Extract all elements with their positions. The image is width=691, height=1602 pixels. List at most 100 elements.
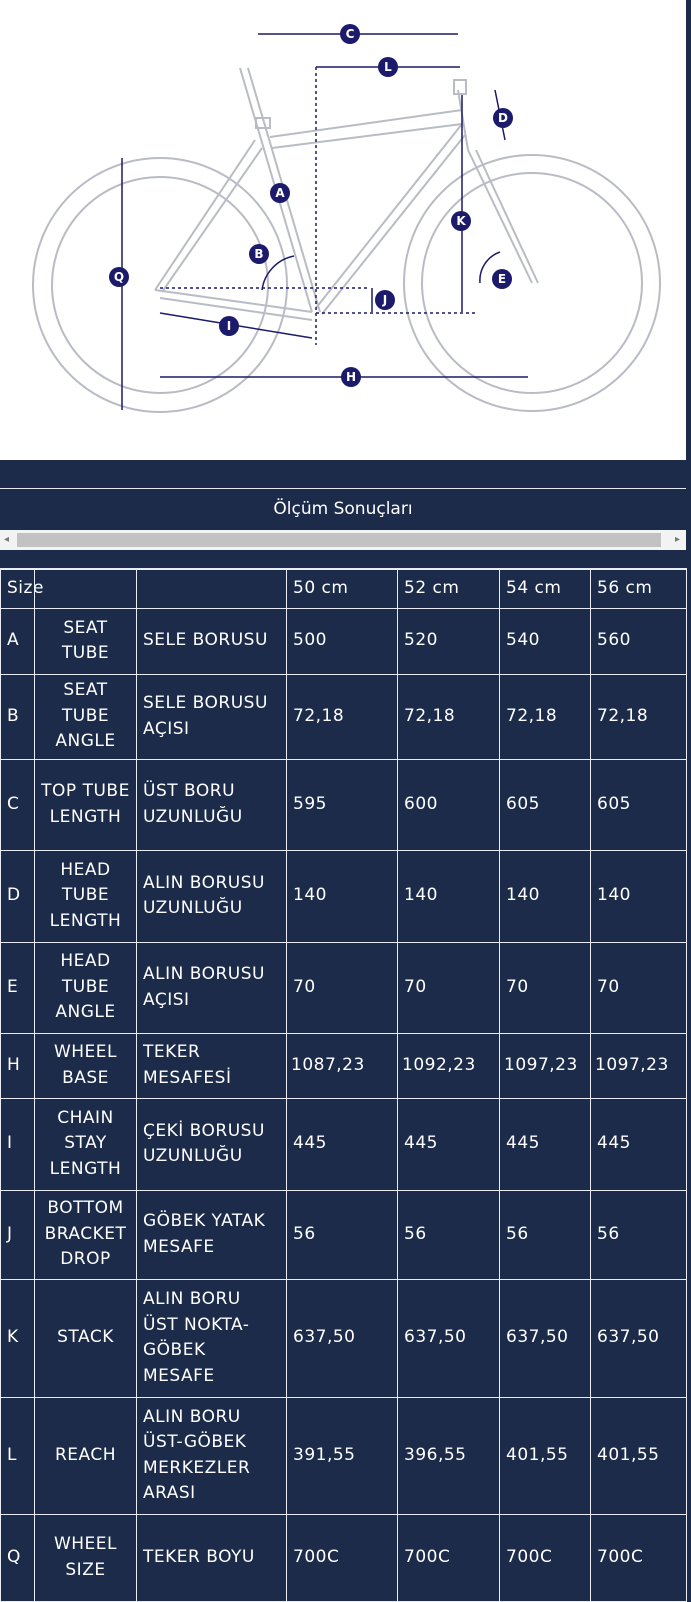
row-code: A [0, 607, 35, 675]
value-cell: 391,55 [286, 1396, 398, 1515]
value-cell: 700C [286, 1513, 398, 1602]
table-row: L REACH ALIN BORU ÜST-GÖBEK MERKEZLER ARAS… [0, 1396, 687, 1515]
value-cell: 140 [499, 849, 591, 943]
label-b: B [249, 244, 269, 264]
value-cell: 605 [499, 758, 591, 851]
row-code: K [0, 1278, 35, 1398]
row-code: H [0, 1032, 35, 1099]
measure-name-en: TOP TUBE LENGTH [34, 758, 137, 851]
row-code: B [0, 673, 35, 760]
table-header-row: Size 50 cm 52 cm 54 cm 56 cm [0, 568, 687, 609]
value-cell: 56 [397, 1189, 500, 1280]
label-e: E [492, 269, 512, 289]
measure-name-en: SEAT TUBE [34, 607, 137, 675]
label-q: Q [109, 267, 129, 287]
table-row: A SEAT TUBE SELE BORUSU 500 520 540 560 [0, 607, 687, 675]
measure-name-en: HEAD TUBE LENGTH [34, 849, 137, 943]
value-cell: 637,50 [590, 1278, 687, 1398]
svg-text:I: I [227, 319, 231, 333]
bike-geometry-diagram: C L D A K B E J Q I H [0, 0, 686, 460]
svg-text:A: A [275, 186, 285, 200]
value-cell: 70 [286, 941, 398, 1034]
row-code: C [0, 758, 35, 851]
measure-name-tr: ALIN BORUSU UZUNLUĞU [136, 849, 287, 943]
measure-name-en: SEAT TUBE ANGLE [34, 673, 137, 760]
value-cell: 140 [590, 849, 687, 943]
scroll-left-arrow-icon[interactable]: ◂ [4, 534, 10, 545]
svg-text:E: E [498, 272, 506, 286]
table-row: B SEAT TUBE ANGLE SELE BORUSU AÇISI 72,18 72… [0, 673, 687, 760]
measure-name-en: HEAD TUBE ANGLE [34, 941, 137, 1034]
label-h: H [341, 367, 361, 387]
row-code: D [0, 849, 35, 943]
table-row: I CHAIN STAY LENGTH ÇEKİ BORUSU UZUNLUĞU 44… [0, 1097, 687, 1191]
bike-geometry-svg: C L D A K B E J Q I H [32, 24, 661, 413]
size-56: 56 cm [590, 568, 687, 609]
svg-text:Q: Q [114, 270, 124, 284]
measure-name-en: WHEEL BASE [34, 1032, 137, 1099]
size-54: 54 cm [499, 568, 591, 609]
table-row: E HEAD TUBE ANGLE ALIN BORUSU AÇISI 70 70 70 7… [0, 941, 687, 1034]
measure-name-tr: TEKER BOYU [136, 1513, 287, 1602]
row-code: I [0, 1097, 35, 1191]
value-cell: 72,18 [590, 673, 687, 760]
scrollbar-thumb[interactable] [17, 533, 661, 547]
value-cell: 70 [590, 941, 687, 1034]
value-cell: 605 [590, 758, 687, 851]
measure-name-tr: ALIN BORU ÜST NOKTA- GÖBEK MESAFE [136, 1278, 287, 1398]
value-cell: 401,55 [499, 1396, 591, 1515]
label-d: D [493, 108, 513, 128]
value-cell: 72,18 [499, 673, 591, 760]
row-code: L [0, 1396, 35, 1515]
size-50: 50 cm [286, 568, 398, 609]
measure-name-en: REACH [34, 1396, 137, 1515]
svg-text:K: K [456, 214, 466, 228]
row-code: J [0, 1189, 35, 1280]
size-header: Size [0, 568, 43, 609]
label-i: I [219, 316, 239, 336]
measure-name-tr: GÖBEK YATAK MESAFE [136, 1189, 287, 1280]
row-code: E [0, 941, 35, 1034]
value-cell: 1092,23 [397, 1032, 500, 1099]
scroll-right-arrow-icon[interactable]: ▸ [674, 534, 680, 545]
measure-name-tr: TEKER MESAFESİ [136, 1032, 287, 1099]
value-cell: 637,50 [499, 1278, 591, 1398]
dimension-labels: C L D A K B E J Q I H [109, 24, 513, 387]
measure-name-tr: SELE BORUSU [136, 607, 287, 675]
value-cell: 1097,23 [590, 1032, 687, 1099]
size-52: 52 cm [397, 568, 500, 609]
empty-header-cell [136, 568, 287, 609]
value-cell: 520 [397, 607, 500, 675]
measure-name-en: BOTTOM BRACKET DROP [34, 1189, 137, 1280]
measure-name-tr: SELE BORUSU AÇISI [136, 673, 287, 760]
value-cell: 595 [286, 758, 398, 851]
measure-name-en: WHEEL SIZE [34, 1513, 137, 1602]
label-k: K [451, 211, 471, 231]
svg-text:C: C [346, 27, 355, 41]
value-cell: 56 [590, 1189, 687, 1280]
horizontal-scrollbar[interactable]: ◂ ▸ [0, 530, 686, 550]
value-cell: 56 [286, 1189, 398, 1280]
measure-name-tr: ÇEKİ BORUSU UZUNLUĞU [136, 1097, 287, 1191]
measure-name-en: CHAIN STAY LENGTH [34, 1097, 137, 1191]
value-cell: 445 [499, 1097, 591, 1191]
measure-name-tr: ALIN BORU ÜST-GÖBEK MERKEZLER ARASI [136, 1396, 287, 1515]
table-title: Ölçüm Sonuçları [0, 488, 686, 529]
value-cell: 445 [397, 1097, 500, 1191]
measure-name-en: STACK [34, 1278, 137, 1398]
value-cell: 70 [397, 941, 500, 1034]
svg-text:J: J [382, 293, 387, 307]
label-l: L [378, 57, 398, 77]
svg-text:B: B [254, 247, 263, 261]
value-cell: 401,55 [590, 1396, 687, 1515]
value-cell: 396,55 [397, 1396, 500, 1515]
table-row: H WHEEL BASE TEKER MESAFESİ 1087,23 1092,23 1… [0, 1032, 687, 1099]
value-cell: 72,18 [397, 673, 500, 760]
value-cell: 70 [499, 941, 591, 1034]
table-row: D HEAD TUBE LENGTH ALIN BORUSU UZUNLUĞU 140… [0, 849, 687, 943]
value-cell: 1097,23 [499, 1032, 591, 1099]
value-cell: 600 [397, 758, 500, 851]
value-cell: 560 [590, 607, 687, 675]
measure-name-tr: ALIN BORUSU AÇISI [136, 941, 287, 1034]
row-code: Q [0, 1513, 35, 1602]
